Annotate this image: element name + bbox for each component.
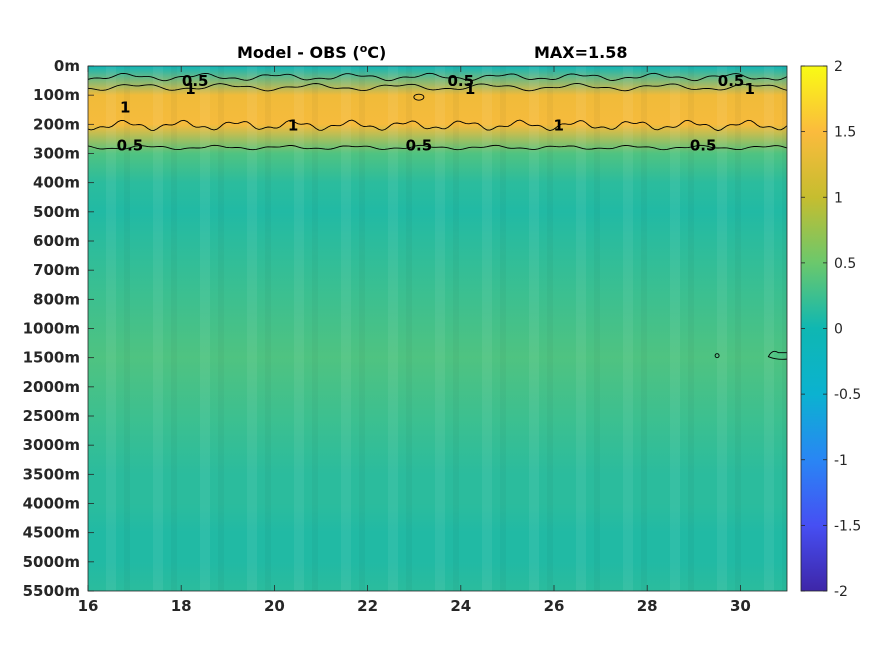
y-tick-label: 2500m — [23, 407, 80, 425]
contour-label: 0.5 — [117, 137, 144, 155]
y-tick-label: 4000m — [23, 495, 80, 513]
y-tick-label: 0m — [54, 57, 80, 75]
contour-small-loop — [714, 353, 720, 359]
contour-label: 1 — [120, 98, 130, 116]
contour-small-loop — [767, 350, 787, 360]
chart-title: Model - OBS (oC) — [237, 42, 386, 62]
x-tick-label: 22 — [357, 597, 378, 615]
colorbar-tick-label: 0.5 — [834, 256, 856, 272]
y-tick-label: 1000m — [23, 320, 80, 338]
y-tick-label: 5000m — [23, 553, 80, 571]
x-tick-label: 16 — [78, 597, 99, 615]
y-tick-label: 2000m — [23, 378, 80, 396]
y-tick-label: 5500m — [23, 582, 80, 600]
x-tick-label: 26 — [544, 597, 565, 615]
y-tick-label: 200m — [33, 115, 80, 133]
contour-0.5-lower — [88, 144, 787, 151]
contour-label: 1 — [745, 80, 755, 98]
y-tick-label: 1500m — [23, 349, 80, 367]
x-tick-label: 24 — [450, 597, 471, 615]
contour-label: 0.5 — [718, 72, 745, 90]
y-tick-label: 3000m — [23, 436, 80, 454]
contour-small-loop — [413, 93, 425, 101]
y-tick-label: 700m — [33, 261, 80, 279]
colorbar-tick-label: 1 — [834, 190, 843, 206]
contour-label: 0.5 — [182, 72, 209, 90]
y-tick-label: 500m — [33, 203, 80, 221]
contour-label: 0.5 — [448, 72, 475, 90]
contour-label: 0.5 — [406, 137, 433, 155]
contour-label: 1 — [553, 116, 563, 134]
contour-label: 1 — [288, 116, 298, 134]
colorbar-tick-label: -1 — [834, 453, 848, 469]
contour-1-upper — [88, 82, 787, 92]
contour-1-lower — [88, 119, 787, 132]
colorbar-tick-label: -1.5 — [834, 518, 861, 534]
colorbar-tick-label: -0.5 — [834, 387, 861, 403]
y-tick-label: 400m — [33, 174, 80, 192]
y-tick-label: 4500m — [23, 524, 80, 542]
heatmap-texture — [88, 66, 787, 591]
x-tick-label: 30 — [730, 597, 751, 615]
max-label: MAX=1.58 — [534, 43, 628, 62]
colorbar-scale — [800, 65, 828, 592]
x-tick-label: 28 — [637, 597, 658, 615]
contour-label: 0.5 — [690, 137, 717, 155]
y-axis: 0m 100m 200m 300m 400m 500m 600m 700m 800m 1000m 1… — [23, 57, 94, 600]
y-tick-label: 100m — [33, 86, 80, 104]
contour-0.5-upper — [88, 72, 787, 82]
colorbar-tick-label: 0 — [834, 322, 843, 338]
x-tick-label: 20 — [264, 597, 285, 615]
x-tick-label: 18 — [171, 597, 192, 615]
contour-label: 1 — [465, 80, 475, 98]
colorbar-tick-label: 2 — [834, 59, 843, 75]
y-tick-label: 300m — [33, 145, 80, 163]
y-tick-label: 600m — [33, 232, 80, 250]
y-tick-label: 3500m — [23, 465, 80, 483]
contour-label: 1 — [185, 80, 195, 98]
contour-lines — [88, 72, 787, 360]
colorbar-tick-label: 1.5 — [834, 125, 856, 141]
colorbar-ticks: 2 1.5 1 0.5 0 -0.5 -1 -1.5 -2 — [801, 59, 861, 600]
y-tick-label: 800m — [33, 290, 80, 308]
colorbar: 2 1.5 1 0.5 0 -0.5 -1 -1.5 -2 — [800, 59, 861, 600]
x-axis: 16 18 20 22 24 26 28 30 — [78, 66, 751, 615]
colorbar-tick-label: -2 — [834, 584, 848, 600]
